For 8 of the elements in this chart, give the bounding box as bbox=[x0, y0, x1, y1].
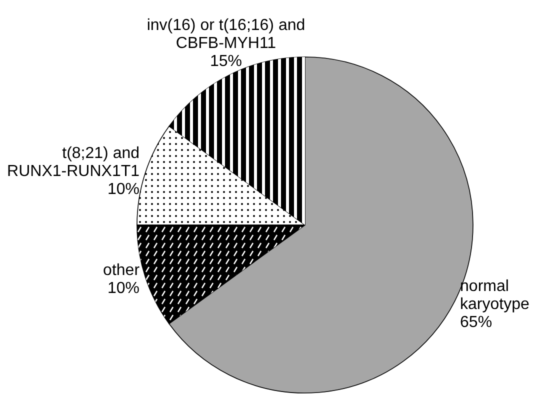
data-label: 65% bbox=[460, 314, 492, 331]
slice-label: t(8;21) and RUNX1-RUNX1T1 bbox=[7, 145, 140, 180]
data-label: 15% bbox=[210, 52, 242, 70]
slice-label: other bbox=[103, 262, 140, 279]
data-label: 10% bbox=[107, 280, 140, 297]
data-label: 10% bbox=[107, 181, 140, 198]
slice-label: inv(16) or t(16;16) and CBFB-MYH11 bbox=[146, 16, 306, 52]
slice-label: normal karyotype bbox=[460, 278, 530, 313]
